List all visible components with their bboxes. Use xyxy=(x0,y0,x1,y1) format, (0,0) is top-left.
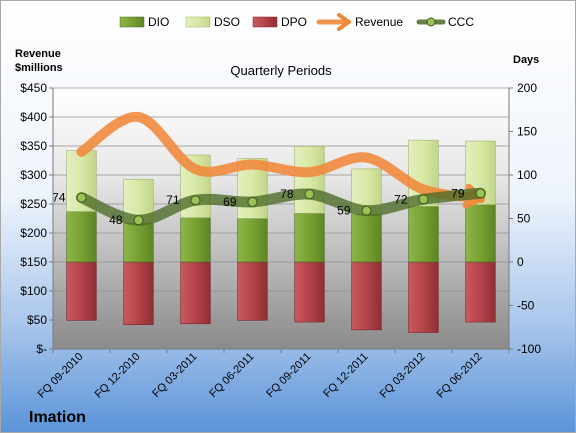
legend-label-dpo: DPO xyxy=(281,15,307,29)
legend-swatch-dio xyxy=(119,16,145,28)
left-tick-label-8: $400 xyxy=(20,110,47,124)
ccc-data-label-5: 59 xyxy=(337,204,351,218)
bar-dpo-7 xyxy=(465,261,496,323)
bar-dpo-2 xyxy=(180,261,211,325)
ccc-data-label-6: 72 xyxy=(394,192,408,206)
ccc-data-label-1: 48 xyxy=(109,213,123,227)
left-tick-label-5: $250 xyxy=(20,197,47,211)
bar-dio-7 xyxy=(465,204,496,263)
ccc-point-2 xyxy=(190,195,201,206)
left-tick-label-0: $- xyxy=(36,342,47,356)
ccc-point-0 xyxy=(76,192,87,203)
revenue-line xyxy=(76,111,486,204)
ccc-data-label-4: 78 xyxy=(280,187,294,201)
bar-dpo-3 xyxy=(237,261,268,321)
bar-dpo-4 xyxy=(294,261,325,323)
lines: 74 48 71 69 78 59 72 79 xyxy=(52,111,486,227)
chart-subtitle: Quarterly Periods xyxy=(230,63,332,78)
left-axis-title-line2: $millions xyxy=(15,62,63,74)
right-tick-label-6: 200 xyxy=(517,81,537,95)
left-tick-label-3: $150 xyxy=(20,255,47,269)
ccc-line xyxy=(76,187,486,226)
legend-label-ccc: CCC xyxy=(448,15,474,29)
ccc-point-5 xyxy=(361,205,372,216)
bar-dio-5 xyxy=(351,213,382,263)
bar-dio-1 xyxy=(123,222,154,263)
legend: DIO DSO DPO Revenue CCC xyxy=(119,13,474,31)
bars xyxy=(66,139,496,333)
right-tick-label-3: 50 xyxy=(517,212,531,226)
bar-dio-3 xyxy=(237,218,268,263)
bar-dio-4 xyxy=(294,212,325,263)
ccc-point-7 xyxy=(475,188,486,199)
legend-item-dso: DSO xyxy=(185,15,240,29)
ccc-point-6 xyxy=(418,194,429,205)
bar-dpo-1 xyxy=(123,261,154,325)
legend-label-dio: DIO xyxy=(148,15,169,29)
legend-item-dpo: DPO xyxy=(252,15,307,29)
right-axis-title: Days xyxy=(513,54,539,66)
left-tick-label-1: $50 xyxy=(27,313,47,327)
left-tick-label-9: $450 xyxy=(20,81,47,95)
bar-dpo-5 xyxy=(351,261,382,331)
legend-marker-ccc xyxy=(426,17,436,27)
legend-item-ccc: CCC xyxy=(416,15,474,29)
ccc-data-label-2: 71 xyxy=(166,193,180,207)
right-tick-label-1: -50 xyxy=(517,299,535,313)
company-name: Imation xyxy=(29,409,86,426)
left-tick-label-4: $200 xyxy=(20,226,47,240)
left-tick-label-6: $300 xyxy=(20,168,47,182)
right-tick-label-5: 150 xyxy=(517,125,537,139)
right-tick-label-4: 100 xyxy=(517,168,537,182)
legend-swatch-dpo xyxy=(252,16,278,28)
ccc-point-1 xyxy=(133,215,144,226)
left-tick-label-2: $100 xyxy=(20,284,47,298)
ccc-data-label-7: 79 xyxy=(451,186,465,200)
legend-item-dio: DIO xyxy=(119,15,169,29)
legend-item-revenue: Revenue xyxy=(316,13,403,31)
bar-dso-4 xyxy=(294,145,325,214)
ccc-data-label-3: 69 xyxy=(223,195,237,209)
legend-label-dso: DSO xyxy=(214,15,240,29)
bar-dpo-0 xyxy=(66,261,97,321)
legend-label-revenue: Revenue xyxy=(355,15,403,29)
bar-dio-6 xyxy=(408,206,439,263)
bar-dio-2 xyxy=(180,217,211,263)
legend-swatch-dso xyxy=(185,16,211,28)
ccc-data-label-0: 74 xyxy=(52,191,66,205)
right-tick-label-0: -100 xyxy=(517,342,541,356)
right-tick-label-2: 0 xyxy=(517,255,524,269)
ccc-point-3 xyxy=(247,196,258,207)
left-axis-title-line1: Revenue xyxy=(15,48,61,60)
legend-arrow-revenue xyxy=(337,13,351,31)
ccc-point-4 xyxy=(304,189,315,200)
bar-dio-0 xyxy=(66,211,97,263)
left-tick-label-7: $350 xyxy=(20,139,47,153)
bar-dpo-6 xyxy=(408,261,439,333)
